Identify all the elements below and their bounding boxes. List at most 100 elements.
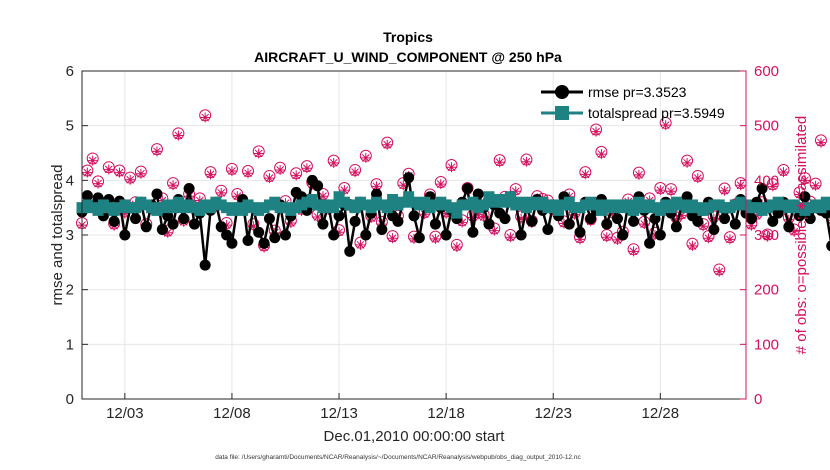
assimilated-obs-marker bbox=[451, 242, 462, 253]
assimilated-obs-marker bbox=[698, 221, 709, 232]
assimilated-obs-marker bbox=[724, 234, 735, 245]
rmse-point bbox=[745, 213, 757, 225]
rmse-point bbox=[376, 224, 388, 236]
right-axis: 0 100 200 300 400 500 600 bbox=[740, 63, 779, 408]
rmse-point bbox=[617, 229, 629, 241]
rmse-point bbox=[515, 229, 527, 241]
rmse-point bbox=[215, 221, 227, 233]
rmse-point bbox=[408, 210, 420, 222]
rmse-point bbox=[783, 221, 795, 233]
rmse-point bbox=[108, 215, 120, 227]
assimilated-obs-marker bbox=[596, 149, 607, 160]
totalspread-point bbox=[628, 204, 640, 216]
rmse-point bbox=[429, 218, 441, 230]
assimilated-obs-marker bbox=[591, 126, 602, 137]
rmse-point bbox=[499, 213, 511, 225]
assimilated-obs-marker bbox=[216, 187, 227, 198]
assimilated-obs-marker bbox=[243, 168, 253, 179]
assimilated-obs-marker bbox=[714, 266, 725, 277]
rmse-point bbox=[574, 226, 586, 238]
right-tick-label: 300 bbox=[754, 227, 779, 244]
assimilated-obs-marker bbox=[226, 166, 237, 177]
rmse-point bbox=[585, 213, 597, 225]
assimilated-obs-marker bbox=[285, 217, 296, 228]
assimilated-obs-marker bbox=[671, 214, 682, 225]
rmse-point bbox=[611, 213, 623, 225]
legend-spread-label: totalspread pr=3.5949 bbox=[588, 105, 725, 121]
assimilated-obs-marker bbox=[692, 173, 703, 184]
rmse-point bbox=[221, 229, 233, 241]
rmse-point bbox=[403, 172, 415, 184]
right-tick-label: 100 bbox=[754, 336, 779, 353]
assimilated-obs-marker bbox=[467, 212, 478, 223]
rmse-point bbox=[628, 215, 640, 227]
left-tick-label: 1 bbox=[66, 336, 74, 353]
assimilated-obs-marker bbox=[334, 227, 345, 238]
right-tick-label: 600 bbox=[754, 63, 779, 80]
rmse-point bbox=[253, 226, 265, 238]
assimilated-obs-marker bbox=[789, 226, 800, 237]
assimilated-obs-marker bbox=[264, 173, 275, 184]
assimilated-obs-marker bbox=[639, 219, 650, 230]
assimilated-obs-marker bbox=[328, 157, 339, 168]
assimilated-obs-marker bbox=[103, 164, 114, 175]
rmse-point bbox=[119, 229, 131, 241]
rmse-point bbox=[317, 218, 329, 230]
rmse-point bbox=[130, 213, 142, 225]
rmse-point bbox=[467, 226, 479, 238]
rmse-point bbox=[644, 237, 656, 249]
assimilated-obs-marker bbox=[135, 168, 146, 179]
left-tick-label: 0 bbox=[66, 391, 74, 408]
assimilated-obs-marker bbox=[151, 146, 162, 157]
assimilated-obs-marker bbox=[168, 180, 179, 191]
rmse-point bbox=[360, 229, 372, 241]
rmse-point bbox=[140, 221, 152, 233]
totalspread-point bbox=[381, 202, 393, 214]
assimilated-obs-marker bbox=[360, 152, 371, 163]
rmse-point bbox=[279, 229, 291, 241]
assimilated-obs-marker bbox=[655, 185, 666, 196]
y-axis-label: rmse and totalspread bbox=[49, 165, 66, 306]
assimilated-obs-marker bbox=[253, 148, 264, 159]
rmse-point bbox=[767, 215, 779, 227]
rmse-point bbox=[440, 229, 452, 241]
assimilated-obs-marker bbox=[767, 181, 778, 192]
legend-rmse-label: rmse pr=3.3523 bbox=[588, 84, 687, 100]
assimilated-obs-marker bbox=[430, 233, 441, 244]
assimilated-obs-marker bbox=[489, 225, 500, 236]
chart-title: Tropics bbox=[383, 29, 433, 45]
assimilated-obs-marker bbox=[93, 178, 104, 189]
totalspread-point bbox=[504, 191, 516, 203]
rmse-point bbox=[188, 218, 200, 230]
assimilated-obs-marker bbox=[387, 233, 398, 244]
assimilated-obs-marker bbox=[521, 156, 532, 167]
assimilated-obs-marker bbox=[612, 234, 623, 245]
x-tick-label: 12/13 bbox=[320, 405, 358, 422]
legend-spread-marker bbox=[555, 106, 569, 120]
assimilated-obs-marker bbox=[633, 169, 644, 180]
assimilated-obs-marker bbox=[794, 189, 805, 200]
rmse-point bbox=[344, 245, 356, 257]
assimilated-obs-marker bbox=[719, 185, 730, 196]
x-tick-label: 12/08 bbox=[213, 405, 251, 422]
left-tick-label: 2 bbox=[66, 282, 74, 299]
assimilated-obs-marker bbox=[205, 169, 216, 180]
totalspread-point bbox=[820, 196, 830, 208]
assimilated-obs-marker bbox=[457, 217, 468, 228]
assimilated-obs-marker bbox=[446, 162, 457, 173]
rmse-point bbox=[799, 191, 811, 203]
rmse-point bbox=[601, 218, 613, 230]
assimilated-obs-marker bbox=[580, 169, 591, 180]
assimilated-obs-marker bbox=[783, 214, 794, 225]
right-tick-label: 200 bbox=[754, 282, 779, 299]
assimilated-obs-marker bbox=[607, 209, 618, 220]
assimilated-obs-marker bbox=[232, 191, 243, 202]
right-tick-label: 500 bbox=[754, 118, 779, 135]
rmse-point bbox=[151, 188, 163, 200]
rmse-point bbox=[199, 259, 211, 271]
assimilated-obs-marker bbox=[575, 234, 585, 245]
rmse-point bbox=[226, 237, 238, 249]
rmse-point bbox=[563, 218, 575, 230]
rmse-point bbox=[826, 240, 830, 252]
rmse-point bbox=[756, 183, 768, 195]
